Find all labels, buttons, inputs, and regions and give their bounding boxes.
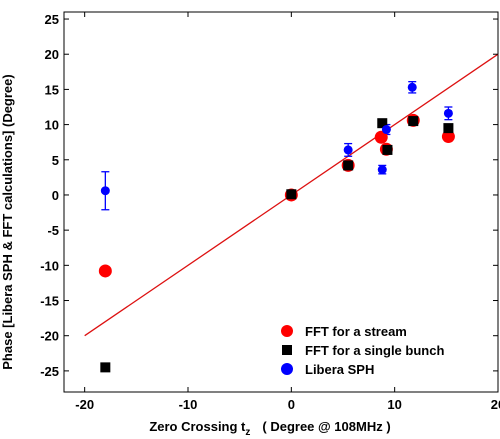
legend-label-fft-for-a-single-bunch: FFT for a single bunch [305,343,444,358]
y-tick-label: -25 [40,364,59,379]
x-axis-title-main: Zero Crossing t [149,419,246,434]
y-tick-label: 5 [52,153,59,168]
x-axis-title: Zero Crossing tz ( Degree @ 108MHz ) [149,419,390,438]
point-fft-for-a-single-bunch [443,123,453,133]
point-fft-for-a-single-bunch [408,116,418,126]
point-libera-sph [101,186,110,195]
y-tick-label: -20 [40,329,59,344]
legend-marker-libera-sph [281,363,293,375]
x-tick-label: -20 [75,397,94,412]
y-tick-label: -10 [40,258,59,273]
y-tick-label: 25 [45,12,59,27]
x-axis-title-subscript: z [245,427,250,438]
legend-marker-fft-for-a-stream [281,325,293,337]
point-fft-for-a-single-bunch [343,160,353,170]
y-tick-label: 15 [45,82,59,97]
point-libera-sph [444,109,453,118]
legend-marker-fft-for-a-single-bunch [282,345,292,355]
error-bars [101,82,452,210]
point-fft-for-a-stream [99,264,112,277]
point-libera-sph [408,83,417,92]
y-tick-label: 20 [45,47,59,62]
y-axis-ticks: -25 -20 -15 -10 -5 0 5 10 15 20 25 [40,12,498,379]
y-axis-title: Phase [Libera SPH & FFT calculations] (D… [0,74,15,369]
legend-label-libera-sph: Libera SPH [305,362,374,377]
x-tick-label: 0 [288,397,295,412]
legend-label-fft-for-a-stream: FFT for a stream [305,324,407,339]
y-tick-label: -5 [47,223,59,238]
x-tick-label: 20 [491,397,500,412]
point-libera-sph [382,125,391,134]
point-fft-for-a-single-bunch [100,362,110,372]
point-libera-sph [344,145,353,154]
y-tick-label: 0 [52,188,59,203]
x-tick-label: 10 [387,397,401,412]
point-fft-for-a-single-bunch [382,145,392,155]
point-fft-for-a-single-bunch [286,189,296,199]
x-tick-label: -10 [179,397,198,412]
legend: FFT for a stream FFT for a single bunch Li… [281,324,444,377]
y-tick-label: 10 [45,118,59,133]
point-libera-sph [378,165,387,174]
x-axis-title-suffix: ( Degree @ 108MHz ) [262,419,390,434]
y-tick-label: -15 [40,294,59,309]
